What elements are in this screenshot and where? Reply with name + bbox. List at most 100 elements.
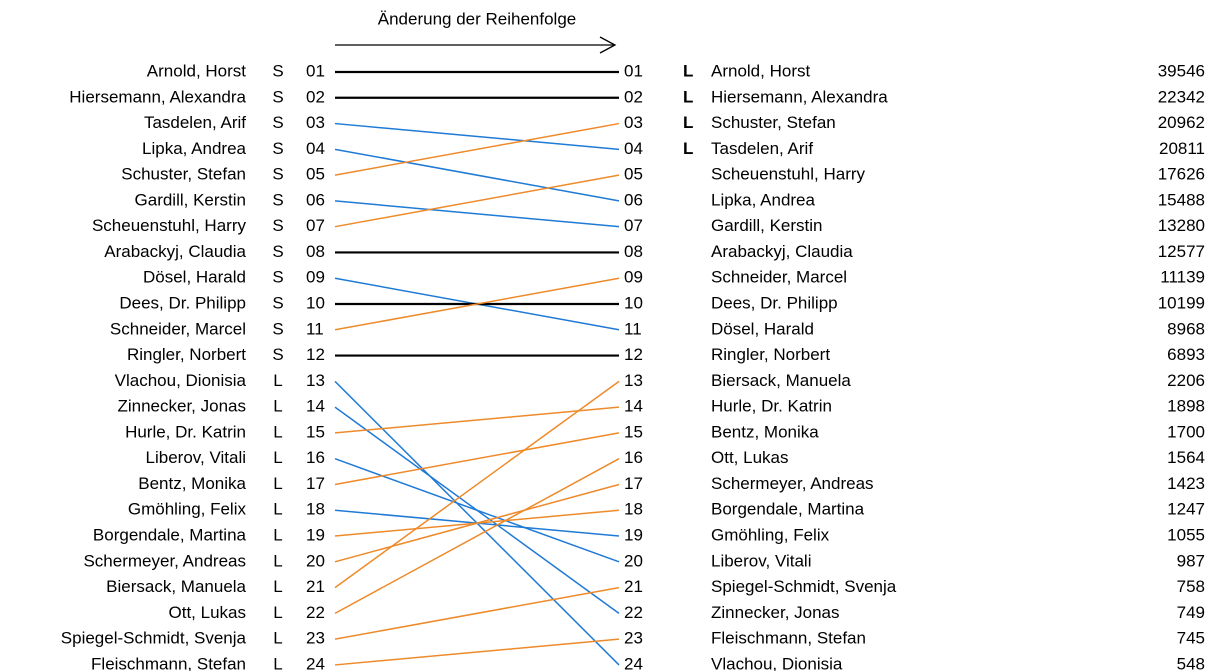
- right-name: Vlachou, Dionisia: [711, 654, 843, 671]
- right-rank: 23: [624, 629, 643, 648]
- right-votes: 6893: [1167, 345, 1205, 364]
- right-rank: 18: [624, 500, 643, 519]
- connector: [334, 148, 620, 202]
- right-name: Schneider, Marcel: [711, 268, 847, 287]
- right-votes: 20811: [1159, 139, 1205, 158]
- connector: [334, 483, 620, 563]
- right-rank: 12: [624, 345, 643, 364]
- left-list: S: [272, 190, 283, 209]
- left-name: Gardill, Kerstin: [135, 190, 246, 209]
- right-votes: 987: [1177, 551, 1205, 570]
- right-name: Bentz, Monika: [711, 422, 819, 441]
- left-name: Lipka, Andrea: [142, 139, 247, 158]
- left-list: S: [272, 139, 283, 158]
- right-rank: 05: [624, 165, 643, 184]
- right-votes: 758: [1177, 577, 1205, 596]
- left-rank: 07: [306, 216, 325, 235]
- left-rank: 02: [306, 87, 325, 106]
- right-rank: 21: [624, 577, 643, 596]
- right-rank: 17: [624, 474, 643, 493]
- header-title: Änderung der Reihenfolge: [378, 9, 576, 28]
- left-name: Schneider, Marcel: [110, 319, 246, 338]
- left-rank: 24: [306, 654, 325, 671]
- right-votes: 1423: [1167, 474, 1205, 493]
- left-list: L: [273, 448, 282, 467]
- right-rank: 14: [624, 397, 643, 416]
- left-list: L: [273, 577, 282, 596]
- left-name: Vlachou, Dionisia: [115, 371, 247, 390]
- left-rank: 09: [306, 268, 325, 287]
- right-name: Arnold, Horst: [711, 61, 810, 80]
- connector: [334, 432, 620, 486]
- connector: [334, 174, 620, 228]
- right-rank: 02: [624, 87, 643, 106]
- right-rank: 19: [624, 526, 643, 545]
- connector: [334, 122, 620, 176]
- right-rank: 24: [624, 654, 643, 671]
- right-name: Hurle, Dr. Katrin: [711, 397, 832, 416]
- right-name: Ott, Lukas: [711, 448, 788, 467]
- right-rank: 03: [624, 113, 643, 132]
- right-name: Dösel, Harald: [711, 319, 814, 338]
- connector: [334, 277, 620, 331]
- left-name: Tasdelen, Arif: [144, 113, 246, 132]
- connector: [334, 122, 620, 151]
- left-name: Ott, Lukas: [169, 603, 246, 622]
- left-rank: 20: [306, 551, 325, 570]
- left-name: Schermeyer, Andreas: [83, 551, 246, 570]
- left-list: S: [272, 165, 283, 184]
- connector: [334, 200, 620, 228]
- left-name: Arabackyj, Claudia: [104, 242, 246, 261]
- right-name: Hiersemann, Alexandra: [711, 87, 888, 106]
- left-rank: 10: [306, 294, 325, 313]
- right-name: Zinnecker, Jonas: [711, 603, 840, 622]
- right-name: Liberov, Vitali: [711, 551, 811, 570]
- right-rank: 22: [624, 603, 643, 622]
- right-rank: 20: [624, 551, 643, 570]
- right-rank: 15: [624, 422, 643, 441]
- left-list: L: [273, 603, 282, 622]
- left-rank: 17: [306, 474, 325, 493]
- connector: [334, 458, 620, 615]
- left-rank: 13: [306, 371, 325, 390]
- arrow-head: [599, 36, 617, 54]
- left-rank: 18: [306, 500, 325, 519]
- right-name: Scheuenstuhl, Harry: [711, 165, 866, 184]
- connector: [334, 406, 620, 434]
- right-votes: 11139: [1160, 268, 1205, 287]
- left-name: Dees, Dr. Philipp: [119, 294, 246, 313]
- right-rank: 16: [624, 448, 643, 467]
- right-votes: 745: [1177, 629, 1205, 648]
- left-list: L: [273, 526, 282, 545]
- right-rank: 07: [624, 216, 643, 235]
- right-votes: 15488: [1158, 190, 1205, 209]
- right-votes: 2206: [1167, 371, 1205, 390]
- left-name: Fleischmann, Stefan: [91, 654, 246, 671]
- right-name: Spiegel-Schmidt, Svenja: [711, 577, 897, 596]
- right-votes: 1247: [1167, 500, 1205, 519]
- right-name: Biersack, Manuela: [711, 371, 851, 390]
- right-mark: L: [683, 139, 693, 158]
- left-name: Hiersemann, Alexandra: [69, 87, 246, 106]
- right-name: Fleischmann, Stefan: [711, 629, 866, 648]
- right-name: Lipka, Andrea: [711, 190, 816, 209]
- right-rank: 10: [624, 294, 643, 313]
- left-rank: 05: [306, 165, 325, 184]
- left-rank: 15: [306, 422, 325, 441]
- connector: [334, 586, 620, 640]
- left-list: L: [273, 422, 282, 441]
- left-name: Biersack, Manuela: [106, 577, 246, 596]
- left-name: Liberov, Vitali: [146, 448, 246, 467]
- right-mark: L: [683, 113, 693, 132]
- right-votes: 749: [1177, 603, 1205, 622]
- left-rank: 08: [306, 242, 325, 261]
- left-name: Dösel, Harald: [143, 268, 246, 287]
- connector: [334, 638, 620, 666]
- right-rank: 04: [624, 139, 643, 158]
- right-mark: L: [683, 61, 693, 80]
- left-rank: 14: [306, 397, 325, 416]
- left-rank: 23: [306, 629, 325, 648]
- right-mark: L: [683, 87, 693, 106]
- left-list: L: [273, 397, 282, 416]
- left-name: Scheuenstuhl, Harry: [92, 216, 247, 235]
